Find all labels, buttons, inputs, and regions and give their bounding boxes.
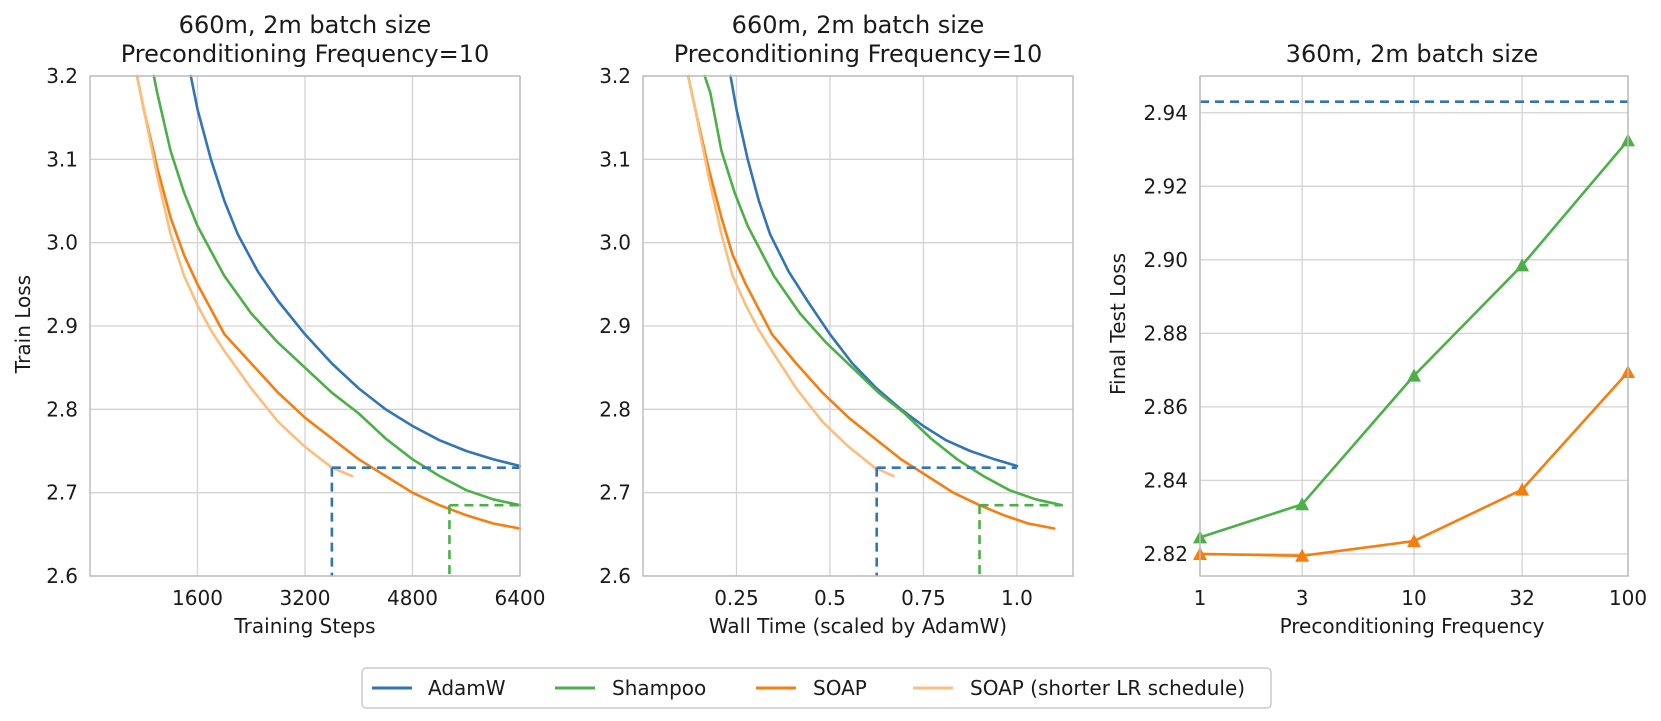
- x-tick-label: 0.75: [901, 586, 946, 610]
- y-tick-label: 2.9: [46, 314, 78, 338]
- series-line-adamw: [729, 74, 1019, 468]
- series-line-shampoo: [152, 74, 522, 507]
- panel-3-x-axis-label: Preconditioning Frequency: [1280, 614, 1545, 638]
- axes-frame: [642, 75, 1074, 577]
- panel-3-title: 360m, 2m batch size: [1286, 40, 1539, 68]
- legend: AdamW Shampoo SOAP SOAP (shorter LR sche…: [361, 667, 1272, 709]
- chart-panel-3: 360m, 2m batch size Preconditioning Freq…: [1106, 40, 1545, 638]
- data-point-shampoo: [1407, 368, 1421, 382]
- legend-label-shampoo: Shampoo: [612, 676, 706, 700]
- legend-frame: [361, 667, 1272, 709]
- y-tick-label: 2.7: [46, 481, 78, 505]
- x-tick-label: 0.5: [814, 586, 846, 610]
- series-line-soap: [686, 74, 1056, 530]
- data-point-shampoo: [1295, 497, 1310, 511]
- data-point-soap: [1515, 482, 1530, 496]
- y-tick-label: 2.6: [599, 564, 631, 588]
- series-line-soap-shorter-lr-schedule: [686, 74, 895, 478]
- chart-panel-1: 660m, 2m batch size Preconditioning Freq…: [11, 11, 489, 638]
- chart-panel-2: 660m, 2m batch size Preconditioning Freq…: [674, 11, 1043, 638]
- plot-area-2: 0.25 0.5 0.75 1.0 2.6 2.7 2.8 2.9 3.0 3.1 3.2: [599, 64, 1074, 610]
- panel-1-title-line-2: Preconditioning Frequency=10: [121, 40, 490, 68]
- panel-1-title-line-1: 660m, 2m batch size: [179, 11, 432, 39]
- y-tick-label: 3.1: [46, 147, 78, 171]
- y-tick-label: 3.2: [46, 64, 78, 88]
- y-tick-label: 2.82: [1143, 542, 1188, 566]
- series-line-shampoo: [703, 74, 1064, 507]
- y-tick-label: 3.0: [599, 231, 631, 255]
- y-tick-label: 2.8: [46, 397, 78, 421]
- panel-3-y-axis-label: Final Test Loss: [1106, 253, 1130, 395]
- axes-frame: [1199, 75, 1629, 577]
- legend-item-adamw: AdamW: [372, 676, 506, 700]
- legend-label-soap: SOAP: [813, 676, 867, 700]
- series-line-adamw: [189, 74, 522, 468]
- y-tick-label: 2.94: [1143, 101, 1188, 125]
- x-tick-label: 1.0: [1001, 586, 1033, 610]
- x-tick-label: 4800: [387, 586, 438, 610]
- data-point-soap: [1295, 548, 1310, 562]
- panel-1-y-axis-label: Train Loss: [11, 275, 35, 374]
- data-point-soap: [1407, 534, 1421, 548]
- axes-frame: [89, 75, 521, 577]
- panel-2-title-line-1: 660m, 2m batch size: [732, 11, 985, 39]
- data-point-shampoo: [1515, 258, 1530, 272]
- y-tick-label: 3.2: [599, 64, 631, 88]
- x-tick-label: 100: [1609, 586, 1647, 610]
- y-tick-label: 2.84: [1143, 468, 1188, 492]
- x-tick-label: 6400: [495, 586, 546, 610]
- legend-item-shampoo: Shampoo: [555, 676, 706, 700]
- legend-item-soap-short: SOAP (shorter LR schedule): [913, 676, 1245, 700]
- panel-1-x-axis-label: Training Steps: [233, 614, 375, 638]
- panel-2-x-axis-label: Wall Time (scaled by AdamW): [709, 614, 1007, 638]
- series-line-soap: [135, 74, 522, 530]
- legend-label-soap-short: SOAP (shorter LR schedule): [970, 676, 1245, 700]
- y-tick-label: 2.6: [46, 564, 78, 588]
- x-tick-label: 3: [1296, 586, 1309, 610]
- legend-label-adamw: AdamW: [428, 676, 506, 700]
- y-tick-label: 2.92: [1143, 174, 1188, 198]
- y-tick-label: 2.9: [599, 314, 631, 338]
- y-tick-label: 2.88: [1143, 321, 1188, 345]
- plot-area-3: 1 3 10 32 100 2.82 2.84 2.86 2.88 2.90 2.92 2.94: [1143, 75, 1647, 610]
- panel-2-title-line-2: Preconditioning Frequency=10: [674, 40, 1043, 68]
- y-tick-label: 2.8: [599, 397, 631, 421]
- y-tick-label: 2.86: [1143, 395, 1188, 419]
- x-tick-label: 1600: [172, 586, 223, 610]
- x-tick-label: 0.25: [714, 586, 759, 610]
- y-tick-label: 2.7: [599, 481, 631, 505]
- series-line-soap-shorter-lr-schedule: [135, 74, 354, 478]
- x-tick-label: 32: [1509, 586, 1534, 610]
- legend-item-soap: SOAP: [756, 676, 867, 700]
- y-tick-label: 3.0: [46, 231, 78, 255]
- plot-area-1: 1600 3200 4800 6400 2.6 2.7 2.8 2.9 3.0 3.1 3.2: [46, 64, 545, 610]
- x-tick-label: 10: [1401, 586, 1426, 610]
- y-tick-label: 2.90: [1143, 248, 1188, 272]
- x-tick-label: 3200: [280, 586, 331, 610]
- x-tick-label: 1: [1194, 586, 1207, 610]
- y-tick-label: 3.1: [599, 147, 631, 171]
